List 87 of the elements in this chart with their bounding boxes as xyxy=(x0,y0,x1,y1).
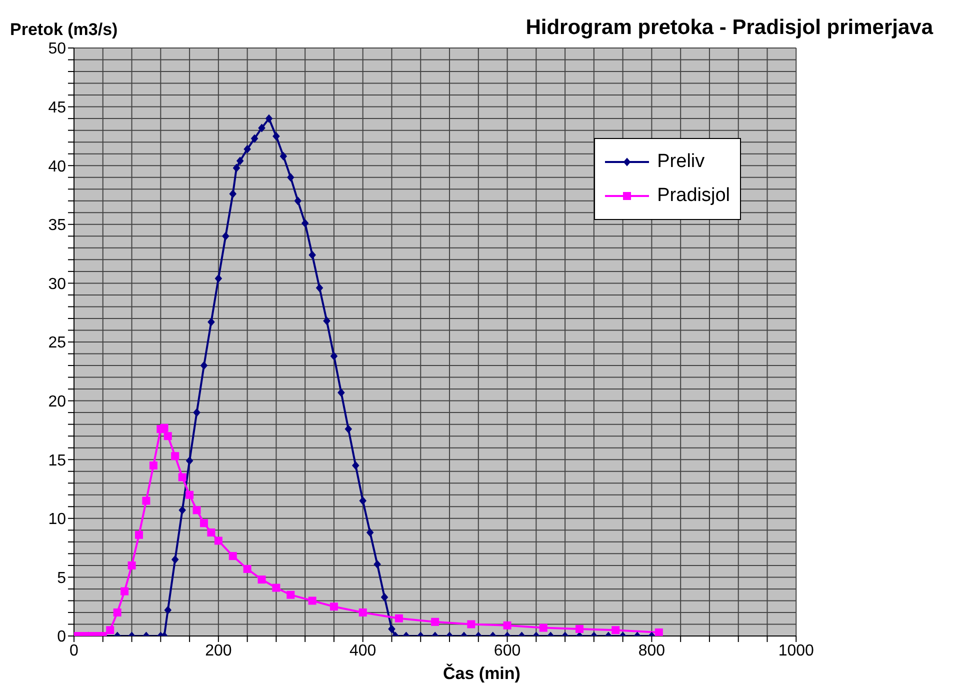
point xyxy=(280,152,287,160)
x-tick-label: 0 xyxy=(70,642,79,660)
point xyxy=(160,424,168,432)
chart-title: Hidrogram pretoka - Pradisjol primerjava xyxy=(526,16,933,40)
point xyxy=(352,461,360,470)
point xyxy=(612,626,620,634)
point xyxy=(272,132,280,140)
point xyxy=(164,432,172,440)
point xyxy=(366,528,374,537)
point xyxy=(228,552,237,560)
point xyxy=(149,461,158,470)
y-tick-label: 10 xyxy=(48,511,66,528)
point xyxy=(200,519,208,528)
point xyxy=(539,624,548,632)
point xyxy=(330,602,338,611)
point xyxy=(113,608,122,616)
legend-label: Preliv xyxy=(657,150,705,174)
point xyxy=(142,496,150,505)
legend-label: Pradisjol xyxy=(657,184,730,208)
point xyxy=(172,556,179,564)
x-axis-title: Čas (min) xyxy=(443,664,520,684)
point xyxy=(214,536,222,545)
point xyxy=(208,318,215,326)
point xyxy=(359,496,366,505)
point xyxy=(106,626,114,634)
point xyxy=(381,593,388,602)
point xyxy=(120,587,129,596)
y-tick-label: 5 xyxy=(57,570,66,587)
point xyxy=(178,506,186,514)
point xyxy=(186,456,194,465)
point xyxy=(186,490,194,499)
point xyxy=(374,560,381,568)
point xyxy=(236,156,244,165)
point xyxy=(330,352,338,360)
point xyxy=(128,561,136,570)
y-tick-label: 25 xyxy=(48,334,66,352)
x-tick-label: 600 xyxy=(494,642,521,660)
point xyxy=(214,274,222,282)
point xyxy=(308,250,316,259)
point xyxy=(323,316,330,325)
point xyxy=(302,219,309,228)
point xyxy=(258,124,266,132)
point xyxy=(134,530,143,539)
point xyxy=(575,624,584,633)
point xyxy=(200,362,208,370)
point xyxy=(431,618,440,626)
point xyxy=(286,590,295,599)
point xyxy=(164,606,172,614)
point xyxy=(308,596,316,605)
point xyxy=(232,164,240,172)
y-tick-label: 20 xyxy=(48,393,66,410)
point xyxy=(394,614,403,622)
point xyxy=(338,388,345,397)
x-tick-label: 200 xyxy=(205,642,232,660)
point xyxy=(344,425,352,434)
x-tick-label: 800 xyxy=(638,642,666,660)
point xyxy=(272,584,280,592)
point xyxy=(287,173,294,182)
point xyxy=(654,628,663,636)
point xyxy=(192,506,201,514)
point xyxy=(251,134,258,143)
x-tick-label: 400 xyxy=(350,642,376,660)
point xyxy=(467,620,476,628)
y-axis-title: Pretok (m3/s) xyxy=(10,20,118,40)
point xyxy=(294,196,302,205)
y-tick-label: 0 xyxy=(57,628,66,646)
point xyxy=(503,621,512,630)
x-tick-label: 1000 xyxy=(778,642,814,660)
y-tick-label: 45 xyxy=(48,99,66,116)
point xyxy=(243,564,252,573)
point xyxy=(258,576,266,584)
point xyxy=(244,145,251,154)
y-tick-label: 50 xyxy=(48,40,66,58)
point xyxy=(222,232,230,240)
y-tick-label: 15 xyxy=(48,452,66,470)
point xyxy=(358,608,367,616)
point xyxy=(229,190,236,198)
y-tick-label: 30 xyxy=(48,276,66,293)
y-tick-label: 35 xyxy=(48,217,66,234)
point xyxy=(171,452,180,460)
point xyxy=(178,473,186,482)
point xyxy=(388,624,396,633)
point xyxy=(193,408,200,417)
y-tick-label: 40 xyxy=(48,158,66,176)
point xyxy=(265,114,272,123)
point xyxy=(316,284,324,292)
point xyxy=(207,528,216,537)
